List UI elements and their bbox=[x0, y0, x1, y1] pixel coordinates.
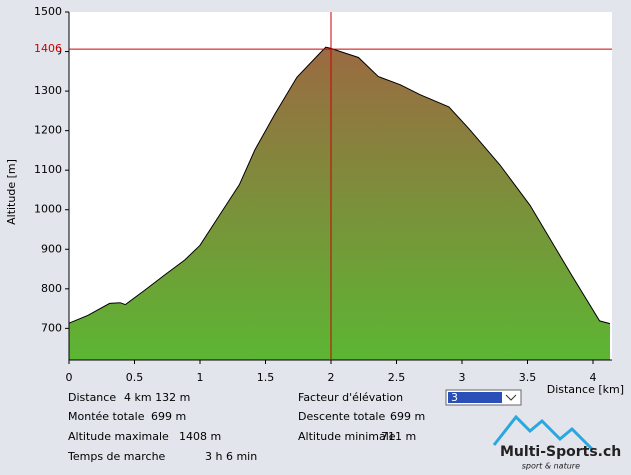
select-highlight bbox=[448, 392, 502, 403]
crosshair-label: 1406 bbox=[34, 42, 62, 55]
info-label: Facteur d'élévation bbox=[298, 391, 403, 404]
y-tick-label: 1100 bbox=[34, 163, 62, 176]
x-tick-label: 1 bbox=[197, 371, 204, 384]
logo-name: Multi-Sports.ch bbox=[500, 444, 621, 460]
x-tick-label: 3.5 bbox=[519, 371, 537, 384]
y-tick-label: 1300 bbox=[34, 84, 62, 97]
x-tick-label: 0.5 bbox=[126, 371, 144, 384]
info-label: Temps de marche bbox=[67, 450, 166, 463]
select-arrow bbox=[505, 394, 517, 401]
x-tick-label: 2.5 bbox=[388, 371, 406, 384]
x-axis-label: Distance [km] bbox=[547, 383, 624, 396]
y-tick-label: 1000 bbox=[34, 203, 62, 216]
info-label: Montée totale bbox=[68, 410, 145, 423]
info-value: 711 m bbox=[381, 430, 416, 443]
elevation-area bbox=[69, 47, 611, 360]
info-label: Distance bbox=[68, 391, 116, 404]
x-tick-label: 2 bbox=[328, 371, 335, 384]
y-tick-label: 1500 bbox=[34, 5, 62, 18]
logo-tagline: sport & nature bbox=[522, 462, 580, 471]
info-value: 1408 m bbox=[179, 430, 221, 443]
y-tick-label: 800 bbox=[41, 282, 62, 295]
logo-mountains bbox=[492, 414, 594, 451]
info-label: Altitude maximale bbox=[68, 430, 169, 443]
x-tick-label: 3 bbox=[459, 371, 466, 384]
y-axis-label: Altitude [m] bbox=[5, 159, 18, 225]
y-tick-label: 700 bbox=[41, 321, 62, 334]
crosshair-label-bg bbox=[28, 42, 58, 57]
info-value: 4 km 132 m bbox=[124, 391, 190, 404]
x-tick-label: 4 bbox=[590, 371, 597, 384]
factor-value[interactable]: 3 bbox=[451, 391, 458, 404]
y-tick-label: 1200 bbox=[34, 124, 62, 137]
info-value: 3 h 6 min bbox=[205, 450, 257, 463]
y-tick-label: 900 bbox=[41, 242, 62, 255]
info-label: Descente totale bbox=[298, 410, 385, 423]
x-tick-label: 1.5 bbox=[257, 371, 275, 384]
info-value: 699 m bbox=[390, 410, 425, 423]
info-value: 699 m bbox=[151, 410, 186, 423]
elevation-line bbox=[68, 46, 611, 325]
info-label: Altitude minimale bbox=[298, 430, 396, 443]
x-tick-label: 0 bbox=[66, 371, 73, 384]
